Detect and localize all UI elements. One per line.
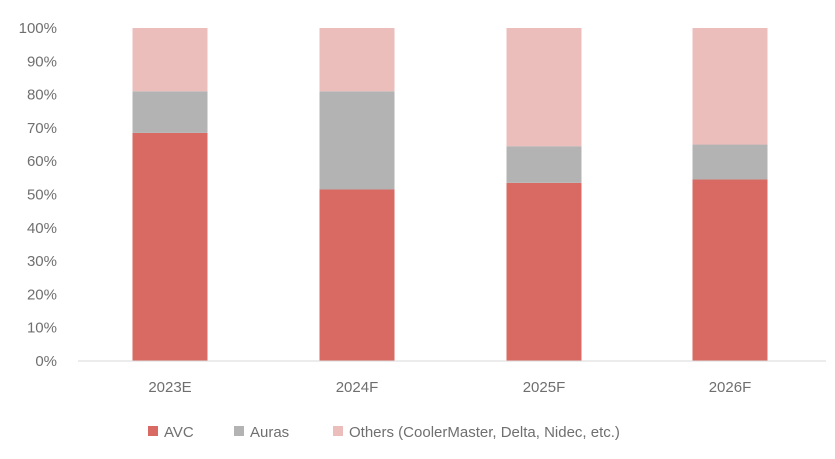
legend-label-auras: Auras — [250, 424, 289, 441]
y-tick-label: 30% — [27, 253, 57, 270]
x-category-label: 2023E — [148, 379, 191, 396]
x-category-label: 2026F — [709, 379, 752, 396]
bar-stacks — [132, 28, 768, 361]
x-category-label: 2024F — [336, 379, 379, 396]
y-tick-label: 0% — [35, 353, 57, 370]
legend-swatch-auras — [234, 426, 244, 436]
x-category-label: 2025F — [523, 379, 566, 396]
y-tick-label: 70% — [27, 120, 57, 137]
legend: AVC Auras Others (CoolerMaster, Delta, Nid… — [148, 424, 620, 441]
legend-label-avc: AVC — [164, 424, 194, 441]
y-tick-label: 50% — [27, 187, 57, 204]
bar-segment-avc-2024f — [319, 189, 395, 361]
bar-segment-avc-2025f — [506, 182, 582, 361]
y-tick-label: 10% — [27, 320, 57, 337]
bar-segment-auras-2023e — [132, 91, 208, 133]
bar-segment-auras-2025f — [506, 146, 582, 183]
y-tick-label: 90% — [27, 53, 57, 70]
bar-segment-auras-2024f — [319, 91, 395, 190]
bar-segment-others-2023e — [132, 28, 208, 92]
y-tick-label: 80% — [27, 87, 57, 104]
y-tick-label: 20% — [27, 286, 57, 303]
bar-segment-avc-2026f — [692, 179, 768, 361]
y-tick-label: 100% — [19, 20, 57, 37]
y-tick-label: 60% — [27, 153, 57, 170]
bar-segment-auras-2026f — [692, 144, 768, 180]
legend-swatch-avc — [148, 426, 158, 436]
y-axis-ticks: 0% 10% 20% 30% 40% 50% 60% 70% 80% 90% 100% — [19, 20, 57, 370]
legend-swatch-others — [333, 426, 343, 436]
bar-segment-others-2025f — [506, 28, 582, 147]
bar-segment-others-2026f — [692, 28, 768, 145]
bar-segment-others-2024f — [319, 28, 395, 92]
legend-label-others: Others (CoolerMaster, Delta, Nidec, etc.… — [349, 424, 620, 441]
bar-segment-avc-2023e — [132, 132, 208, 361]
x-axis-category-labels: 2023E 2024F 2025F 2026F — [148, 379, 751, 396]
y-tick-label: 40% — [27, 220, 57, 237]
